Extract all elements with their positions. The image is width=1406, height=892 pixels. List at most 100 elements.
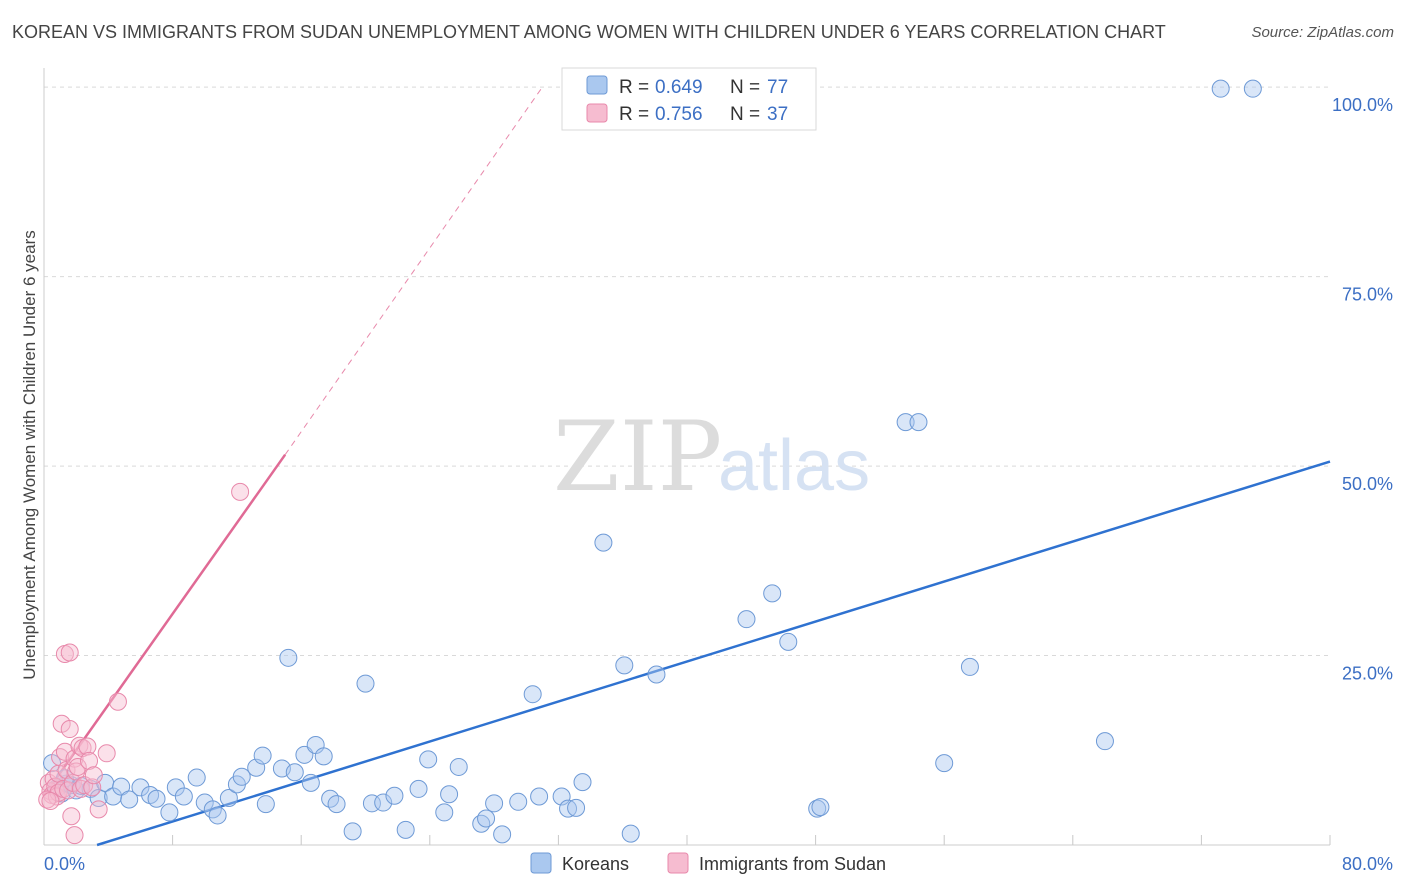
source-label: Source: ZipAtlas.com (1251, 24, 1394, 41)
korean-point-60 (594, 533, 613, 552)
korean-point-30 (279, 648, 298, 667)
korean-point-58 (567, 798, 586, 817)
sudan-point-34 (231, 482, 250, 501)
korean-point-46 (435, 803, 454, 822)
legend-box: R = 0.649 N = 77 R = 0.756 N = 37 (561, 67, 817, 131)
korean-point-62 (621, 824, 640, 843)
korean-point-49 (472, 814, 491, 833)
korean-point-35 (314, 747, 333, 766)
korean-point-45 (419, 750, 438, 769)
legend-r-label-sudan: R = (619, 104, 649, 125)
y-tick-label-0: 25.0% (1342, 664, 1393, 684)
korean-point-25 (232, 767, 251, 786)
bottom-legend-koreans: Koreans (562, 854, 629, 874)
legend-r-value-koreans: 0.649 (655, 77, 703, 98)
korean-point-51 (485, 794, 504, 813)
sudan-point-35 (38, 790, 57, 809)
korean-point-63 (647, 665, 666, 684)
watermark-zip: ZIP (553, 401, 722, 513)
sudan-point-27 (78, 737, 97, 756)
korean-point-61 (615, 656, 634, 675)
korean-point-65 (763, 584, 782, 603)
sudan-point-28 (80, 751, 99, 770)
korean-point-16 (160, 803, 179, 822)
y-tick-label-3: 100.0% (1332, 95, 1393, 115)
sudan-point-32 (97, 744, 116, 763)
legend-n-label-sudan: N = (730, 104, 760, 125)
legend-swatch-koreans (586, 75, 608, 95)
korean-point-12 (120, 790, 139, 809)
korean-point-54 (523, 685, 542, 704)
korean-point-18 (174, 787, 193, 806)
korean-point-64 (737, 610, 756, 629)
korean-point-72 (960, 657, 979, 676)
sudan-point-15 (60, 720, 79, 739)
legend-r-value-sudan: 0.756 (655, 104, 703, 125)
sudan-point-20 (65, 826, 84, 845)
axes (43, 68, 1330, 846)
sudan-point-17 (62, 807, 81, 826)
sudan-trend-line-extension (284, 86, 543, 455)
korean-point-39 (356, 674, 375, 693)
y-axis-label: Unemployment Among Women with Children U… (20, 230, 39, 679)
korean-point-67 (808, 799, 827, 818)
korean-point-47 (440, 785, 459, 804)
watermark: ZIP atlas (553, 401, 870, 513)
sudan-point-33 (108, 692, 127, 711)
korean-point-19 (187, 768, 206, 787)
korean-point-75 (1243, 79, 1262, 98)
x-tick-label-1: 80.0% (1342, 854, 1393, 874)
korean-point-55 (530, 787, 549, 806)
bottom-legend-swatch-sudan (667, 852, 689, 874)
korean-point-21 (203, 800, 222, 819)
y-tick-label-2: 75.0% (1342, 285, 1393, 305)
korean-point-59 (573, 773, 592, 792)
legend-n-value-koreans: 77 (767, 77, 788, 98)
korean-point-42 (385, 786, 404, 805)
sudan-point-22 (68, 757, 87, 776)
series-sudan (38, 482, 250, 845)
korean-point-71 (935, 754, 954, 773)
bottom-legend: Koreans Immigrants from Sudan (530, 852, 886, 874)
korean-point-73 (1095, 732, 1114, 751)
korean-point-37 (327, 795, 346, 814)
legend-r-label-koreans: R = (619, 77, 649, 98)
korean-point-53 (509, 792, 528, 811)
korean-point-69 (896, 413, 915, 432)
korean-point-41 (374, 793, 393, 812)
korean-point-13 (131, 778, 150, 797)
korean-point-44 (409, 779, 428, 798)
korean-point-33 (301, 773, 320, 792)
korean-point-28 (256, 795, 275, 814)
y-tick-label-1: 50.0% (1342, 474, 1393, 494)
korean-point-68 (811, 798, 830, 817)
sudan-point-3 (44, 770, 63, 789)
korean-point-50 (477, 809, 496, 828)
korean-point-52 (493, 825, 512, 844)
bottom-legend-sudan: Immigrants from Sudan (699, 854, 886, 874)
sudan-point-36 (41, 792, 60, 811)
korean-point-11 (112, 777, 131, 796)
x-tick-labels: 0.0% 80.0% (44, 854, 1393, 874)
korean-point-74 (1211, 79, 1230, 98)
bottom-legend-swatch-koreans (530, 852, 552, 874)
korean-point-48 (449, 757, 468, 776)
legend-swatch-sudan (586, 103, 608, 123)
korean-point-38 (343, 822, 362, 841)
watermark-atlas: atlas (718, 426, 870, 506)
sudan-point-31 (89, 800, 108, 819)
sudan-point-16 (60, 643, 79, 662)
korean-point-22 (208, 806, 227, 825)
legend-n-value-sudan: 37 (767, 104, 788, 125)
sudan-point-30 (84, 766, 103, 785)
korean-point-43 (396, 820, 415, 839)
korean-point-27 (253, 746, 272, 765)
x-tick-label-0: 0.0% (44, 854, 85, 874)
chart-title: KOREAN VS IMMIGRANTS FROM SUDAN UNEMPLOY… (12, 22, 1166, 42)
korean-point-23 (219, 789, 238, 808)
korean-point-31 (285, 763, 304, 782)
y-tick-labels: 25.0% 50.0% 75.0% 100.0% (1332, 95, 1393, 683)
korean-point-70 (909, 413, 928, 432)
korean-point-15 (147, 789, 166, 808)
